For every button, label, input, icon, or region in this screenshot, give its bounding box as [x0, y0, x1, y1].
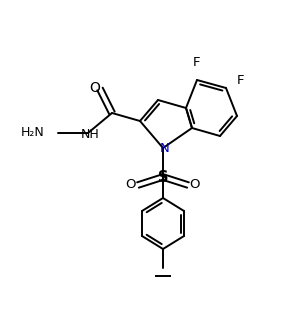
- Text: F: F: [193, 56, 201, 70]
- Text: N: N: [160, 143, 170, 156]
- Text: NH: NH: [81, 128, 99, 141]
- Text: F: F: [237, 74, 245, 87]
- Text: O: O: [126, 178, 136, 191]
- Text: O: O: [190, 178, 200, 191]
- Text: S: S: [158, 169, 168, 184]
- Text: O: O: [90, 81, 100, 95]
- Text: H₂N: H₂N: [20, 126, 44, 140]
